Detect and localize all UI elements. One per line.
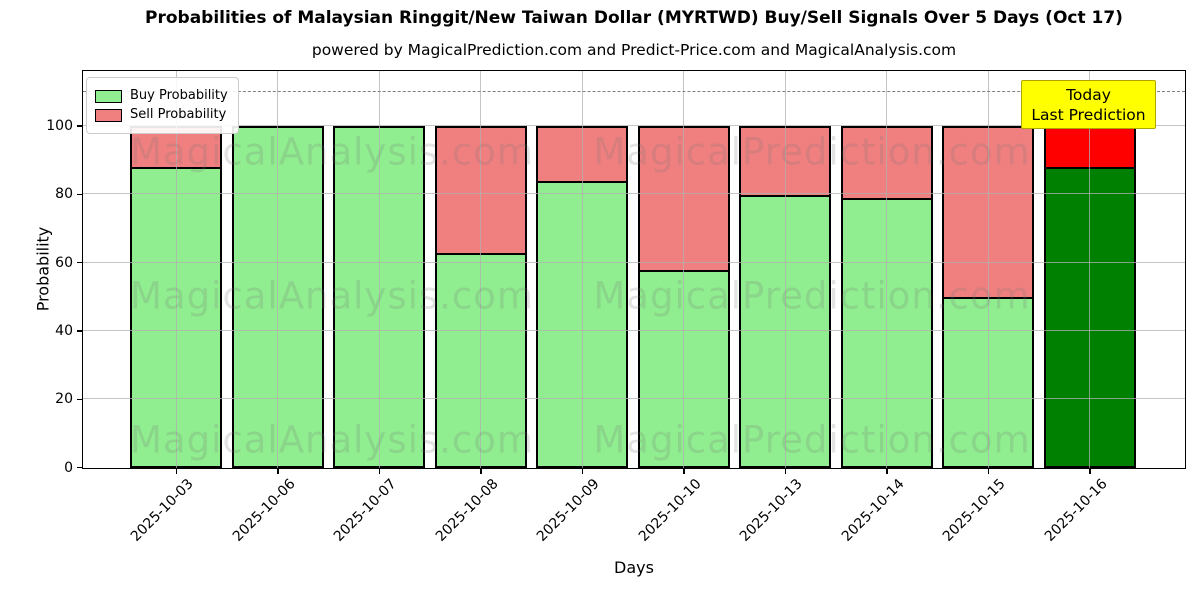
y-tick-mark — [77, 125, 82, 127]
sell-swatch — [95, 108, 122, 122]
x-tick-mark — [1089, 469, 1091, 474]
watermark-text: MagicalAnalysis.com — [130, 130, 534, 174]
y-tick-label: 100 — [46, 118, 73, 135]
y-tick-label: 40 — [55, 322, 73, 339]
x-tick-label: 2025-10-15 — [939, 476, 1009, 545]
y-tick-label: 20 — [55, 391, 73, 408]
x-tick-label: 2025-10-08 — [432, 476, 502, 545]
today-annotation: Today Last Prediction — [1021, 80, 1156, 129]
y-tick-mark — [77, 398, 82, 400]
x-tick-mark — [277, 469, 279, 474]
x-tick-label: 2025-10-13 — [736, 476, 806, 545]
gridline-horizontal — [83, 330, 1185, 332]
legend-item-sell: Sell Probability — [95, 107, 228, 123]
buy-swatch — [95, 89, 122, 103]
x-tick-mark — [784, 469, 787, 474]
x-tick-mark — [175, 469, 178, 474]
x-tick-label: 2025-10-09 — [533, 476, 603, 545]
x-tick-label: 2025-10-10 — [635, 476, 705, 545]
x-tick-mark — [581, 469, 584, 474]
x-tick-label: 2025-10-06 — [229, 476, 299, 545]
x-tick-label: 2025-10-07 — [330, 476, 400, 545]
y-tick-label: 60 — [55, 254, 73, 271]
x-tick-mark — [886, 469, 888, 474]
today-annotation-line1: Today — [1066, 85, 1111, 104]
x-tick-label: 2025-10-14 — [838, 476, 908, 545]
y-tick-mark — [77, 466, 82, 469]
gridline-vertical — [581, 71, 583, 468]
watermark-text: MagicalPrediction.com — [593, 418, 1031, 462]
x-tick-mark — [480, 469, 482, 474]
chart-title: Probabilities of Malaysian Ringgit/New T… — [145, 8, 1123, 28]
gridline-vertical — [987, 71, 989, 468]
gridline-horizontal — [83, 125, 1185, 127]
gridline-vertical — [683, 71, 684, 468]
plot-area — [82, 70, 1186, 469]
legend-label-sell: Sell Probability — [130, 107, 227, 122]
gridline-vertical — [1089, 71, 1090, 468]
legend-item-buy: Buy Probability — [95, 88, 228, 104]
y-tick-label: 0 — [64, 459, 73, 476]
gridline-vertical — [784, 71, 786, 468]
watermark-text: MagicalPrediction.com — [593, 274, 1031, 318]
watermark-text: MagicalAnalysis.com — [130, 418, 534, 462]
gridline-vertical — [175, 71, 177, 468]
gridline-horizontal — [83, 193, 1185, 195]
y-tick-label: 80 — [55, 186, 73, 203]
gridline-vertical — [378, 71, 380, 468]
gridline-vertical — [277, 71, 278, 468]
x-tick-mark — [683, 469, 685, 474]
today-annotation-line2: Last Prediction — [1031, 105, 1146, 124]
x-axis-label: Days — [614, 558, 654, 577]
y-tick-mark — [77, 193, 82, 196]
x-tick-label: 2025-10-03 — [127, 476, 197, 545]
watermark-text: MagicalPrediction.com — [593, 130, 1031, 174]
gridline-horizontal — [83, 261, 1185, 263]
y-tick-mark — [77, 330, 82, 332]
dashed-threshold-line — [83, 91, 1185, 93]
x-tick-label: 2025-10-16 — [1041, 476, 1111, 545]
legend-label-buy: Buy Probability — [130, 88, 228, 103]
watermark-text: MagicalAnalysis.com — [130, 274, 534, 318]
gridline-vertical — [886, 71, 887, 468]
chart-subtitle: powered by MagicalPrediction.com and Pre… — [311, 41, 957, 59]
x-tick-mark — [378, 469, 381, 474]
x-tick-mark — [987, 469, 990, 474]
gridline-horizontal — [83, 398, 1185, 400]
y-tick-mark — [77, 261, 82, 264]
gridline-vertical — [480, 71, 481, 468]
legend: Buy Probability Sell Probability — [86, 77, 239, 134]
